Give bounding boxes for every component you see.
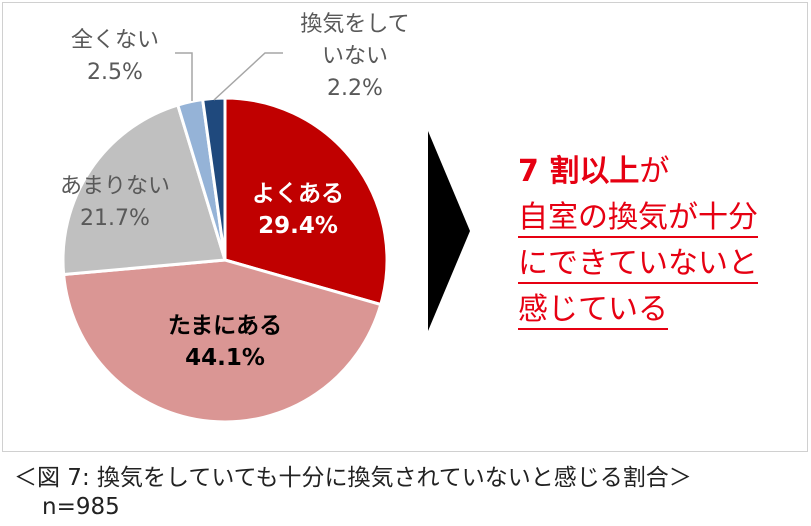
figure-caption: ＜図 7: 換気をしていても十分に換気されていないと感じる割合＞ [14, 465, 692, 491]
summary-emphasis: 7 割以上 [518, 154, 640, 189]
leader-line-3 [175, 52, 193, 101]
slice-label-1: たまにある 44.1% [168, 313, 282, 371]
summary-emphasis-tail: が [639, 154, 670, 189]
sample-size: n=985 [42, 494, 120, 520]
slice-label-2: あまりない 21.7% [60, 174, 170, 231]
summary-text: 7 割以上が 自室の換気が十分 にできていないと 感じている [518, 149, 808, 333]
summary-line-2: 自室の換気が十分 [518, 200, 758, 238]
summary-line-4: 感じている [518, 292, 668, 330]
pie-slice-0 [223, 96, 389, 307]
pie-slice-1 [62, 258, 383, 424]
summary-line-1: 7 割以上が [518, 149, 808, 195]
summary-line-3: にできていないと [518, 246, 758, 284]
slice-label-0: よくある 29.4% [252, 181, 344, 239]
arrow-right-icon [428, 131, 470, 331]
slice-label-4: 換気をしていない 2.2% [300, 12, 409, 101]
leader-line-4 [213, 52, 283, 101]
slice-label-3: 全くない 2.5% [71, 28, 159, 85]
pie-chart: よくある 29.4% たまにある 44.1% あまりない 21.7% 全くない 2.5% 換気を… [60, 12, 410, 424]
chart-frame: よくある 29.4% たまにある 44.1% あまりない 21.7% 全くない 2.5% 換気を… [2, 2, 808, 452]
pie-slice-4 [200, 96, 227, 261]
pie-slice-2 [61, 103, 227, 277]
